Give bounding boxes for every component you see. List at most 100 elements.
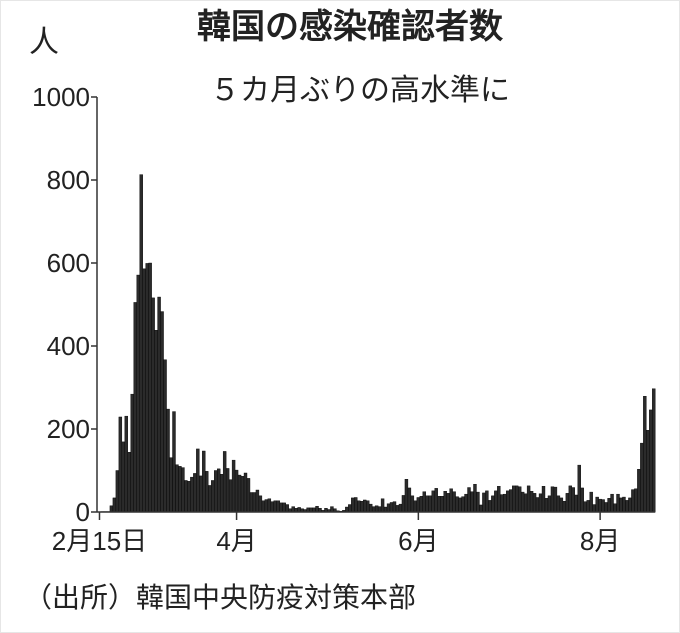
bar [503,493,507,513]
bar [419,496,424,513]
bar [112,497,117,513]
bar [139,174,143,513]
bar [517,486,522,513]
bar [556,495,561,513]
bar [583,501,587,513]
bar [249,492,254,513]
bar [598,498,602,513]
bar [118,416,123,513]
bar [595,496,599,513]
bar [512,485,516,513]
bar [196,448,200,513]
bar [535,497,540,513]
bar [276,500,280,513]
bar [613,503,617,513]
y-tick-label: 0 [76,497,90,527]
bar [199,475,203,513]
bar [354,497,358,513]
x-tick-label: 6月 [398,526,438,556]
bar [130,393,134,513]
y-tick-label: 400 [47,331,90,361]
bar [494,490,498,513]
bar [374,505,379,513]
bar [470,491,474,513]
bar [428,495,432,513]
bar [589,491,593,513]
bar [389,502,394,513]
y-tick-label: 1000 [32,82,90,112]
bar [586,500,590,513]
bar [127,452,131,513]
bar [252,492,257,513]
bar [225,468,230,513]
bar [109,505,114,513]
bar [190,476,194,513]
bar [619,497,623,513]
bar [360,501,364,513]
bar [154,330,158,513]
x-tick-label: 8月 [580,526,620,556]
bar [443,491,447,513]
bar [649,409,653,513]
bar [184,480,188,513]
bar [145,263,149,513]
bar [228,479,233,513]
y-tick-label: 200 [47,414,90,444]
bar [559,497,564,513]
bar [637,469,641,513]
bar [380,498,385,513]
bar [214,470,218,513]
bar [175,464,179,513]
bar [529,491,534,513]
bar [366,500,370,513]
bar [246,478,251,513]
bar [520,491,525,513]
bar [163,359,167,513]
bar [568,485,573,513]
bar [315,505,319,513]
bar [455,496,459,513]
bar [348,504,352,513]
bar [532,493,537,513]
bar [500,494,504,513]
bar [491,495,495,513]
bar [363,499,367,513]
bar [631,489,635,513]
chart-subtitle: ５カ月ぶりの高水準に [210,74,510,107]
bar [413,500,418,513]
bar [330,506,334,513]
bar [580,487,584,513]
bar [187,481,191,513]
bar [222,451,227,513]
bar [550,486,555,513]
bar [267,498,272,513]
bar [574,494,578,513]
bar [467,487,471,513]
bar [237,474,242,513]
bar [416,497,421,513]
bar [208,485,212,513]
bar [264,499,269,513]
bar [506,490,510,513]
bar [577,464,581,513]
bar [181,467,185,513]
bar [261,500,266,513]
bar [219,474,224,513]
bar [410,495,415,513]
bar [622,496,626,513]
bar [526,485,531,513]
bar [285,504,289,513]
bar [172,411,176,513]
bar [440,496,444,513]
bar [282,502,286,513]
bar [115,470,120,513]
bar [601,499,605,513]
bar [193,473,197,513]
bar [202,450,206,513]
bar [646,430,650,513]
bar [291,506,295,513]
bar [476,491,480,513]
bar [562,501,567,513]
